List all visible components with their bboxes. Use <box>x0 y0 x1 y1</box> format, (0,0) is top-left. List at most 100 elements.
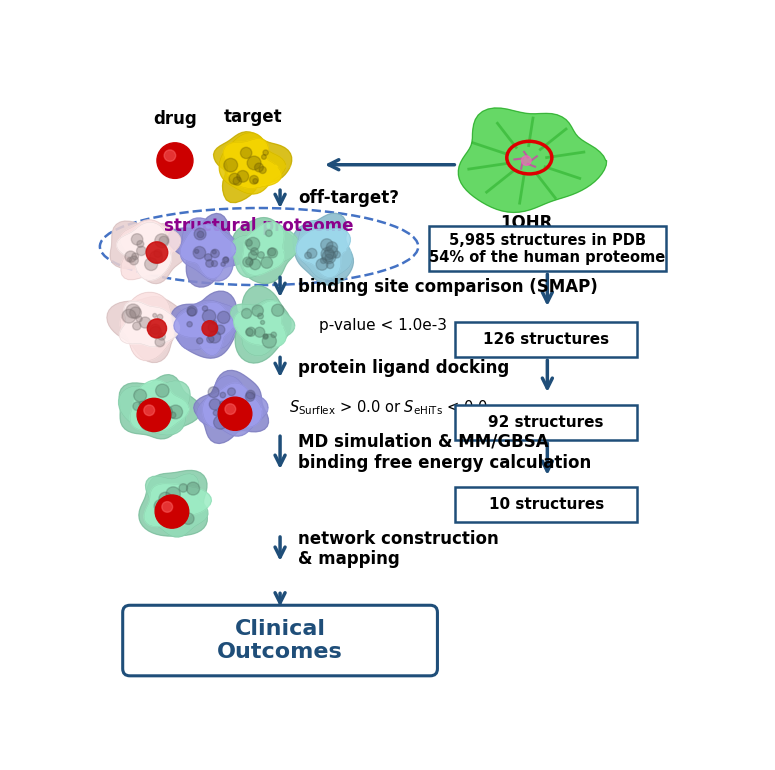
Circle shape <box>157 314 163 320</box>
Circle shape <box>182 513 194 524</box>
Circle shape <box>246 237 260 251</box>
Circle shape <box>140 401 144 407</box>
Circle shape <box>147 319 167 338</box>
Circle shape <box>145 258 157 270</box>
Circle shape <box>268 248 276 256</box>
Circle shape <box>140 407 153 420</box>
Polygon shape <box>214 132 291 203</box>
Circle shape <box>250 176 258 184</box>
Circle shape <box>326 242 338 253</box>
Circle shape <box>223 257 229 262</box>
Polygon shape <box>110 221 188 283</box>
Circle shape <box>195 249 199 253</box>
Circle shape <box>246 390 255 399</box>
Circle shape <box>159 236 168 245</box>
Circle shape <box>209 399 221 410</box>
Polygon shape <box>107 296 185 363</box>
FancyBboxPatch shape <box>455 487 637 521</box>
Circle shape <box>223 410 228 415</box>
Text: drug: drug <box>153 110 197 128</box>
Text: off-target?: off-target? <box>298 189 399 207</box>
Text: protein ligand docking: protein ligand docking <box>298 359 509 377</box>
Circle shape <box>207 336 214 343</box>
Circle shape <box>146 242 167 263</box>
Circle shape <box>229 173 240 185</box>
Polygon shape <box>194 370 268 444</box>
FancyBboxPatch shape <box>455 406 637 440</box>
Text: 92 structures: 92 structures <box>488 416 604 430</box>
Circle shape <box>225 403 236 414</box>
Polygon shape <box>146 474 208 537</box>
Circle shape <box>202 310 215 323</box>
Circle shape <box>321 247 334 260</box>
Text: Clinical
Outcomes: Clinical Outcomes <box>217 619 343 662</box>
Text: 5,985 structures in PDB
54% of the human proteome: 5,985 structures in PDB 54% of the human… <box>429 233 666 265</box>
Circle shape <box>166 504 175 512</box>
Circle shape <box>212 320 216 324</box>
Polygon shape <box>144 484 212 527</box>
Circle shape <box>322 250 336 263</box>
Circle shape <box>246 329 253 336</box>
Circle shape <box>170 412 176 418</box>
Circle shape <box>242 309 252 319</box>
Circle shape <box>220 401 225 406</box>
Circle shape <box>208 323 218 332</box>
Polygon shape <box>175 300 240 350</box>
Polygon shape <box>297 221 353 280</box>
Polygon shape <box>197 376 268 436</box>
Circle shape <box>249 251 257 259</box>
Circle shape <box>221 262 226 266</box>
Circle shape <box>237 170 249 182</box>
Circle shape <box>150 251 163 263</box>
Circle shape <box>122 310 136 323</box>
Text: target: target <box>224 109 282 126</box>
FancyBboxPatch shape <box>429 226 666 272</box>
Polygon shape <box>119 381 190 435</box>
Circle shape <box>326 261 334 269</box>
Polygon shape <box>180 225 236 279</box>
Circle shape <box>187 306 197 316</box>
Circle shape <box>333 251 340 258</box>
Circle shape <box>154 249 162 257</box>
Polygon shape <box>231 300 294 356</box>
Circle shape <box>157 142 193 179</box>
Circle shape <box>321 239 333 251</box>
Circle shape <box>136 246 146 256</box>
Circle shape <box>212 260 218 266</box>
Polygon shape <box>167 213 249 287</box>
Text: binding site comparison (SMAP): binding site comparison (SMAP) <box>298 278 598 296</box>
Circle shape <box>246 392 255 401</box>
Circle shape <box>150 324 160 334</box>
Polygon shape <box>234 301 286 347</box>
Circle shape <box>247 156 261 170</box>
Polygon shape <box>293 213 353 285</box>
Circle shape <box>150 326 162 338</box>
Text: network construction
& mapping: network construction & mapping <box>298 530 499 568</box>
Circle shape <box>133 402 142 410</box>
Circle shape <box>129 307 141 319</box>
Circle shape <box>153 400 157 404</box>
Text: 10 structures: 10 structures <box>488 497 604 512</box>
Polygon shape <box>223 139 281 189</box>
Circle shape <box>202 306 208 311</box>
Text: 126 structures: 126 structures <box>483 333 609 347</box>
Circle shape <box>253 179 258 183</box>
Circle shape <box>187 482 200 495</box>
Circle shape <box>140 317 151 328</box>
Circle shape <box>158 500 164 505</box>
Circle shape <box>144 405 154 416</box>
Circle shape <box>214 416 228 429</box>
Circle shape <box>194 228 206 240</box>
Circle shape <box>250 259 260 270</box>
Circle shape <box>205 254 212 261</box>
Circle shape <box>125 251 136 263</box>
Circle shape <box>175 510 186 520</box>
Circle shape <box>250 248 258 255</box>
Circle shape <box>266 230 272 236</box>
Polygon shape <box>232 218 298 283</box>
Polygon shape <box>139 470 208 536</box>
Circle shape <box>219 397 252 430</box>
Polygon shape <box>181 218 236 281</box>
Circle shape <box>218 311 230 323</box>
Circle shape <box>155 337 165 346</box>
